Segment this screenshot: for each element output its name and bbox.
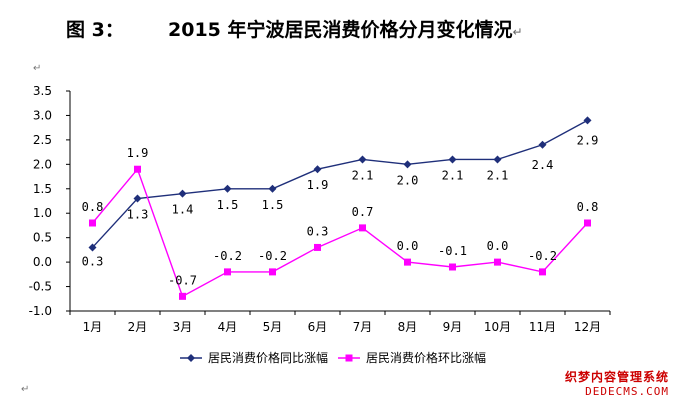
series2-point [134, 165, 141, 173]
series2-point [539, 268, 546, 276]
legend-label-2: 居民消费价格环比涨幅 [366, 350, 486, 365]
legend-marker-1 [187, 354, 195, 362]
series1-data-label: 0.3 [82, 254, 104, 268]
return-mark: ↵ [512, 25, 523, 39]
series1-data-label: 1.4 [172, 203, 194, 217]
series1-data-label: 1.5 [217, 198, 239, 212]
y-tick-label: 2.5 [33, 133, 52, 147]
series1-data-label: 2.1 [442, 168, 464, 182]
series1-point [583, 116, 592, 125]
x-tick-label: 8月 [398, 320, 418, 334]
x-tick-label: 3月 [173, 320, 193, 334]
x-tick-label: 4月 [218, 320, 238, 334]
series2-data-label: 0.0 [397, 239, 419, 253]
series2-point [404, 258, 411, 266]
series2-data-label: -0.2 [528, 249, 557, 263]
series1-data-label: 2.1 [352, 168, 374, 182]
series1-point [358, 155, 367, 164]
series2-point [449, 263, 456, 271]
watermark-line1: 织梦内容管理系统 [564, 368, 669, 385]
series1-point [223, 184, 232, 193]
return-mark-top: ↵ [33, 63, 42, 74]
y-tick-label: -1.0 [29, 304, 52, 318]
series1-point [88, 243, 97, 252]
series2-point [314, 243, 321, 251]
series1-point [493, 155, 502, 164]
series1-data-label: 2.1 [487, 168, 509, 182]
series1-data-label: 2.9 [577, 133, 599, 147]
figure-number: 图 3： [66, 19, 124, 41]
series2-data-label: 0.8 [82, 200, 104, 214]
y-tick-label: 0.0 [33, 255, 52, 269]
series2-data-label: -0.7 [168, 273, 197, 287]
x-tick-label: 10月 [484, 320, 511, 334]
series1-data-label: 1.5 [262, 198, 284, 212]
series2-data-label: 0.8 [577, 200, 599, 214]
series1-data-label: 1.3 [127, 208, 149, 222]
series2-data-label: 0.7 [352, 205, 374, 219]
series2-point [584, 219, 591, 227]
y-tick-label: 0.5 [33, 231, 52, 245]
series2-point [224, 268, 231, 276]
series2-data-label: -0.2 [213, 249, 242, 263]
series2-point [179, 292, 186, 300]
series1-point [403, 160, 412, 169]
series1-point [178, 189, 187, 198]
series2-point [89, 219, 96, 227]
legend-label-1: 居民消费价格同比涨幅 [208, 350, 328, 365]
series1-point [448, 155, 457, 164]
series2-data-label: 0.0 [487, 239, 509, 253]
y-tick-label: 1.0 [33, 206, 52, 220]
series1-point [133, 194, 142, 203]
x-tick-label: 2月 [128, 320, 148, 334]
x-tick-label: 6月 [308, 320, 328, 334]
series2-data-label: 1.9 [127, 146, 149, 160]
series2-point [269, 268, 276, 276]
x-tick-label: 1月 [83, 320, 103, 334]
y-tick-label: 3.5 [33, 84, 52, 98]
x-tick-label: 9月 [443, 320, 463, 334]
chart-title: 2015 年宁波居民消费价格分月变化情况↵ [168, 19, 523, 41]
y-tick-label: 3.0 [33, 108, 52, 122]
series2-data-label: -0.1 [438, 244, 467, 258]
y-tick-label: 2.0 [33, 157, 52, 171]
x-tick-label: 12月 [574, 320, 601, 334]
legend-marker-2 [345, 354, 353, 362]
watermark: 织梦内容管理系统 DEDECMS.COM [564, 368, 669, 398]
series1-data-label: 2.0 [397, 173, 419, 187]
figure-title: 图 3： 2015 年宁波居民消费价格分月变化情况↵ [0, 9, 677, 43]
series1-point [268, 184, 277, 193]
y-tick-label: -0.5 [29, 280, 52, 294]
y-tick-label: 1.5 [33, 182, 52, 196]
series2-data-label: -0.2 [258, 249, 287, 263]
x-tick-label: 11月 [529, 320, 556, 334]
series-line-2 [91, 167, 589, 298]
series1-data-label: 1.9 [307, 178, 329, 192]
series2-point [494, 258, 501, 266]
series1-point [538, 140, 547, 149]
series-line-1 [91, 119, 588, 248]
return-mark-bottom: ↵ [21, 384, 30, 395]
x-tick-label: 7月 [353, 320, 373, 334]
series2-point [359, 224, 366, 232]
series1-point [313, 165, 322, 174]
x-tick-label: 5月 [263, 320, 283, 334]
series1-data-label: 2.4 [532, 158, 554, 172]
watermark-line2: DEDECMS.COM [585, 385, 669, 398]
series2-data-label: 0.3 [307, 224, 329, 238]
